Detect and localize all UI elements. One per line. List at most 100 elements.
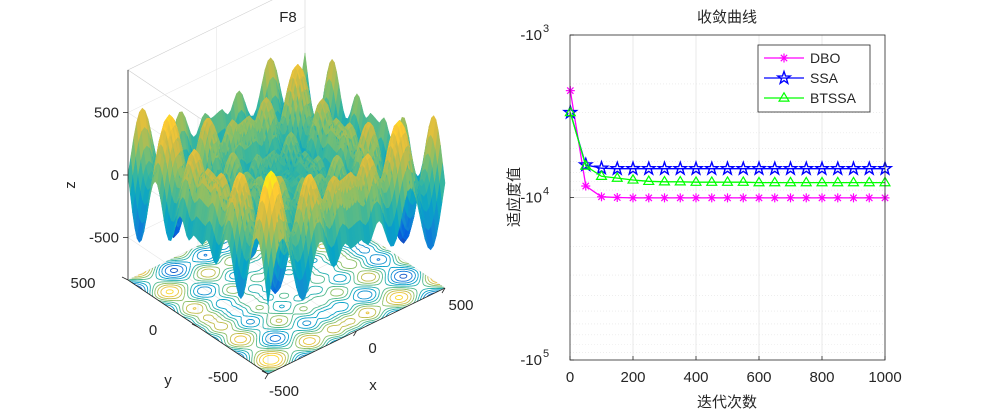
marker-asterisk [723, 193, 732, 203]
marker-stroke [582, 182, 590, 190]
tick-labels: 0 200 400 600 800 1000-10 3-10 4-10 5 [520, 23, 901, 386]
series-btssa [564, 106, 891, 187]
marker-stroke [786, 194, 795, 202]
marker-triangle [595, 169, 608, 180]
marker-stroke [771, 194, 779, 202]
marker-stroke [818, 194, 826, 202]
marker-triangle [831, 176, 844, 187]
y-tick-label: 500 [70, 275, 95, 292]
marker-triangle [816, 176, 828, 187]
marker-star [766, 160, 783, 176]
marker-triangle [642, 174, 655, 186]
marker-triangle [847, 176, 860, 187]
marker-asterisk [779, 53, 789, 63]
marker-stroke [739, 194, 747, 202]
surface-patch [439, 163, 446, 203]
convergence-plot: 0 200 400 600 800 1000-10 3-10 4-10 5 收敛曲线 迭代次数 … [505, 8, 902, 411]
marker-star [703, 160, 720, 176]
y-tick [191, 323, 199, 328]
marker-asterisk [864, 193, 874, 203]
marker-stroke [755, 194, 763, 202]
x-tick-label: 500 [448, 297, 473, 314]
marker-asterisk [612, 193, 622, 202]
marker-star [640, 160, 657, 176]
marker-asterisk [754, 193, 764, 203]
marker-stroke [708, 194, 716, 202]
marker-asterisk [691, 193, 701, 203]
marker-star [577, 156, 594, 172]
x-tick-label: -500 [269, 383, 299, 400]
marker-triangle [627, 173, 639, 184]
convergence-y-label: 适应度值 [505, 167, 523, 227]
marker-star [719, 160, 736, 176]
marker-star [798, 160, 815, 176]
marker-triangle [753, 176, 765, 187]
series-group [562, 86, 894, 203]
marker-star [813, 160, 831, 176]
x-tick-label: 0 [368, 340, 376, 357]
legend-label: DBO [810, 50, 840, 66]
convergence-x-label: 迭代次数 [697, 393, 757, 411]
x-tick [264, 373, 269, 380]
z-tick-label: -500 [89, 230, 119, 247]
marker-stroke [692, 194, 700, 202]
marker-triangle [737, 175, 750, 186]
marker-asterisk [660, 193, 669, 203]
marker-asterisk [833, 193, 843, 203]
marker-triangle [863, 176, 876, 187]
surface-axes: -500 0 500 -500 0 500 -500 0 500 [70, 70, 474, 400]
legend: DBO SSA BTSSA [757, 44, 871, 113]
marker-triangle [658, 175, 671, 186]
marker-star [624, 160, 642, 176]
x-tick [441, 287, 446, 294]
marker-triangle [690, 175, 702, 186]
y-tick-label: -10 [520, 27, 542, 44]
marker-star [672, 160, 689, 176]
surface-mesh [127, 52, 446, 306]
marker-asterisk [628, 193, 638, 203]
marker-triangle [778, 91, 790, 102]
marker-star [861, 160, 878, 176]
marker-star [609, 160, 626, 176]
marker-stroke [676, 194, 684, 202]
series-line [569, 112, 885, 170]
contour-level [165, 289, 403, 365]
marker-asterisk [675, 193, 685, 203]
marker-triangle [611, 171, 624, 182]
x-tick-label: 400 [683, 369, 708, 386]
y-tick-label: -10 [520, 190, 542, 207]
z-tick-label: 0 [111, 167, 119, 184]
marker-triangle [705, 175, 718, 186]
legend-label: BTSSA [810, 90, 857, 106]
marker-triangle [784, 176, 797, 187]
marker-asterisk [738, 193, 748, 203]
marker-star [845, 160, 862, 176]
marker-star [735, 160, 752, 176]
marker-asterisk [644, 193, 654, 203]
marker-asterisk [770, 193, 780, 203]
marker-stroke [849, 194, 858, 202]
y-tick [121, 276, 129, 281]
marker-stroke [865, 194, 873, 202]
y-tick-exponent: 3 [543, 23, 549, 35]
marker-stroke [645, 194, 653, 202]
marker-asterisk [707, 193, 717, 203]
marker-stroke [629, 194, 637, 202]
marker-triangle [768, 176, 781, 187]
marker-asterisk [786, 193, 795, 203]
marker-stroke [597, 193, 606, 201]
marker-asterisk [801, 193, 811, 203]
surface-z-label: z [62, 181, 79, 189]
marker-asterisk [817, 193, 827, 203]
marker-star [775, 69, 793, 86]
marker-star [656, 160, 673, 176]
marker-asterisk [597, 192, 606, 202]
y-tick-label: -500 [208, 369, 238, 386]
marker-stroke [802, 194, 810, 202]
y-tick-label: -10 [520, 352, 542, 369]
surface-y-label: y [164, 372, 172, 389]
x-tick-label: 0 [566, 369, 574, 386]
x-tick-label: 600 [746, 369, 771, 386]
marker-star [687, 160, 705, 176]
